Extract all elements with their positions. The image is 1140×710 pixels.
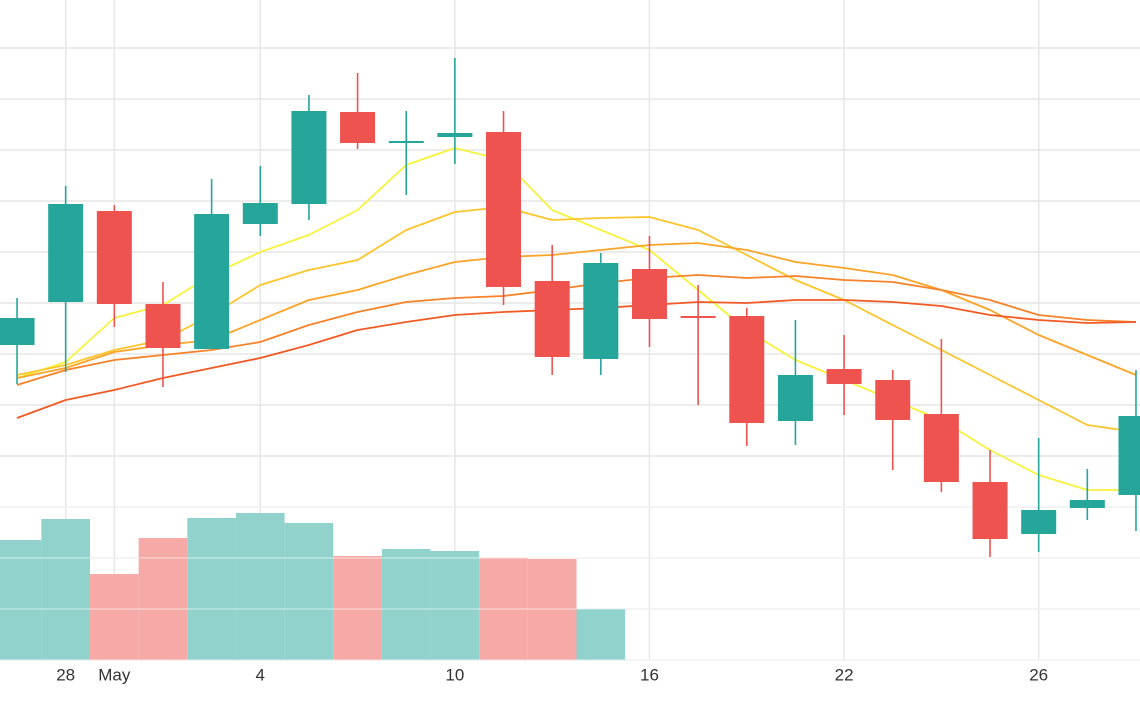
- volume-bar: [284, 523, 334, 660]
- x-tick-label: 26: [1029, 665, 1048, 684]
- volume-bar: [430, 551, 480, 660]
- candle-body: [777, 375, 813, 421]
- volume-bar: [90, 574, 139, 660]
- candle-body: [680, 316, 716, 318]
- volume-bar: [41, 519, 90, 660]
- volume-bar: [0, 540, 42, 660]
- x-tick-label: 16: [640, 665, 659, 684]
- candle-body: [972, 482, 1008, 539]
- x-tick-label: 4: [256, 665, 265, 684]
- candle-body: [875, 380, 911, 420]
- volume-bar: [138, 538, 188, 660]
- volume-bar: [187, 518, 236, 660]
- candle-body: [291, 111, 327, 204]
- moving-average-line: [16, 299, 1137, 419]
- candle-body: [96, 211, 132, 304]
- candle-body: [194, 214, 230, 349]
- candle-body: [631, 269, 667, 319]
- x-tick-label: May: [98, 665, 131, 684]
- candle-body: [388, 141, 424, 143]
- candle-body: [923, 414, 959, 482]
- candle-body: [729, 316, 765, 423]
- moving-average-line: [16, 274, 1137, 386]
- volume-bar: [381, 549, 431, 660]
- candle-body: [1069, 500, 1105, 508]
- candle-body: [437, 133, 473, 137]
- candle-body: [534, 281, 570, 357]
- candle-body: [1021, 510, 1057, 534]
- volume-bar: [333, 556, 382, 660]
- x-tick-label: 28: [56, 665, 75, 684]
- candle-body: [583, 263, 619, 359]
- candle-body: [486, 132, 522, 287]
- candle-body: [340, 112, 376, 143]
- candle-body: [145, 304, 181, 348]
- candle-body: [242, 203, 278, 224]
- candle-body: [1118, 416, 1140, 495]
- x-tick-label: 10: [445, 665, 464, 684]
- candle-body: [48, 204, 84, 302]
- volume-bar: [576, 609, 626, 660]
- candle-body: [826, 369, 862, 384]
- x-tick-label: 22: [835, 665, 854, 684]
- volume-bar: [235, 513, 285, 660]
- candle-body: [0, 318, 35, 345]
